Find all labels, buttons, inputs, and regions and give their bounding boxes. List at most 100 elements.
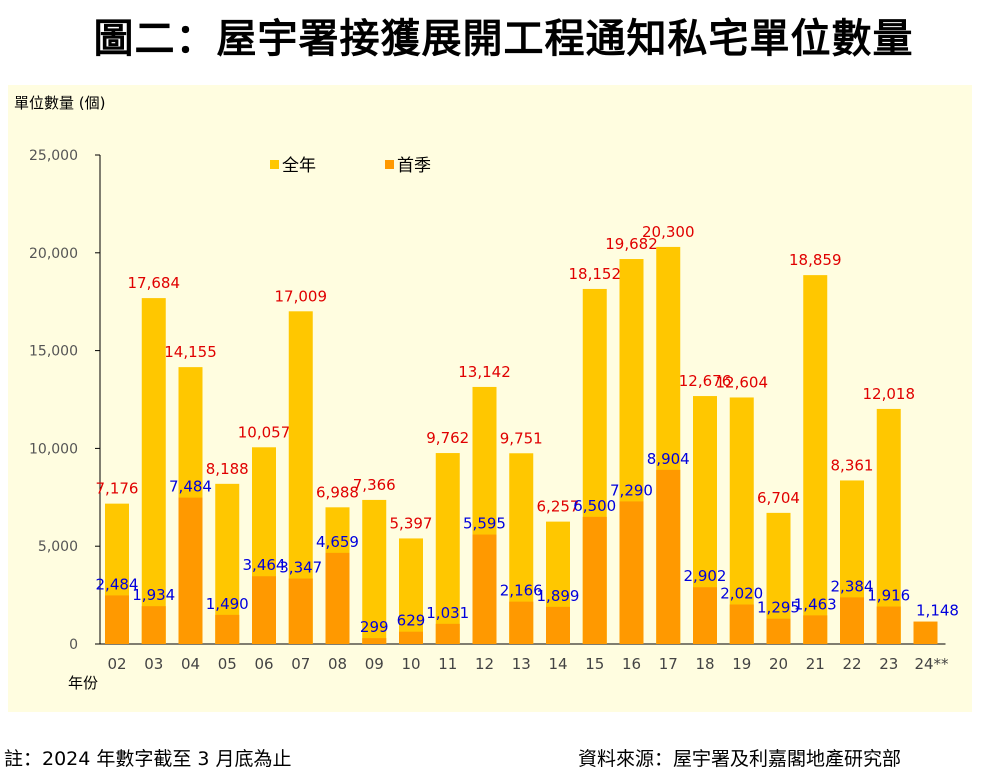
x-tick-label: 04 [181,655,200,673]
bar-full-year [435,453,460,644]
bar-q1 [840,597,864,644]
bar-full-year [141,298,166,644]
data-label-full-year: 19,682 [605,235,658,253]
x-tick-label: 02 [107,655,126,673]
data-label-q1: 2,384 [831,577,874,595]
bar-q1 [693,587,717,644]
bar-q1 [362,638,387,644]
legend-label-full-year: 全年 [282,156,316,176]
data-label-full-year: 6,257 [537,498,580,516]
x-tick-label: 05 [218,655,237,673]
data-label-q1: 7,290 [610,481,653,499]
data-label-full-year: 10,057 [238,423,291,441]
bar-q1 [435,623,460,644]
data-label-q1: 1,463 [794,595,837,613]
x-tick-label: 24** [914,655,949,673]
bar-q1 [913,621,938,644]
bar-q1 [546,606,570,644]
chart-title: 圖二：屋宇署接獲展開工程通知私宅單位數量 [93,16,914,62]
data-label-full-year: 20,300 [642,223,695,241]
data-label-q1: 4,659 [316,533,359,551]
data-label-full-year: 8,361 [831,456,874,474]
data-label-q1: 1,295 [757,599,800,617]
x-tick-label: 11 [438,655,457,673]
data-label-q1: 629 [397,612,426,630]
bar-q1 [252,576,276,644]
bar-q1 [876,606,901,644]
data-label-q1: 2,484 [96,575,139,593]
legend: 全年 首季 [270,156,431,176]
data-label-full-year: 13,142 [458,363,511,381]
bar-q1 [399,631,423,644]
data-label-full-year: 5,397 [390,514,433,532]
bar-q1 [766,618,791,644]
bar-q1 [215,614,240,644]
legend-label-q1: 首季 [397,156,431,176]
data-label-full-year: 8,188 [206,460,249,478]
bar-q1 [325,552,350,644]
bar-q1 [141,606,166,644]
x-tick-label: 10 [401,655,420,673]
x-tick-label: 14 [548,655,567,673]
data-label-q1: 8,904 [647,450,690,468]
x-tick-label: 12 [475,655,494,673]
legend-swatch-q1 [385,160,394,169]
data-label-q1: 1,899 [537,587,580,605]
data-label-full-year: 17,009 [275,287,328,305]
bar-full-year [362,499,387,644]
y-tick-label: 5,000 [38,539,78,555]
data-label-q1: 2,166 [500,582,543,600]
bar-q1 [729,604,754,644]
data-label-q1: 1,148 [916,602,959,620]
bar-q1 [288,578,313,644]
x-tick-label: 15 [585,655,604,673]
data-label-full-year: 9,751 [500,429,543,447]
data-label-q1: 299 [360,618,389,636]
y-tick-label: 0 [69,637,78,653]
x-tick-label: 19 [732,655,751,673]
data-label-q1: 3,347 [279,559,322,577]
data-label-full-year: 12,604 [716,373,769,391]
x-tick-label: 06 [254,655,273,673]
data-label-full-year: 7,366 [353,476,396,494]
data-label-q1: 1,916 [867,587,910,605]
x-tick-label: 16 [622,655,641,673]
data-label-q1: 5,595 [463,515,506,533]
bar-full-year [876,408,901,644]
x-tick-label: 20 [769,655,788,673]
data-label-full-year: 12,018 [863,385,916,403]
x-tick-label: 13 [512,655,531,673]
x-tick-label: 17 [659,655,678,673]
data-label-q1: 1,490 [206,595,249,613]
x-tick-label: 07 [291,655,310,673]
data-label-q1: 2,020 [720,584,763,602]
data-label-q1: 1,934 [132,586,175,604]
bar-full-year [803,275,828,644]
data-label-full-year: 9,762 [426,429,469,447]
data-label-full-year: 18,152 [569,265,622,283]
data-label-full-year: 18,859 [789,251,842,269]
y-tick-label: 15,000 [29,344,78,360]
bar-q1 [803,615,828,644]
bar-q1 [582,516,607,644]
y-tick-label: 20,000 [29,246,78,262]
y-tick-label: 10,000 [29,441,78,457]
x-tick-label: 08 [328,655,347,673]
data-label-full-year: 6,988 [316,483,359,501]
bar-full-year [399,538,423,644]
data-label-q1: 7,484 [169,478,212,496]
y-axis-label: 單位數量 (個) [14,94,105,112]
legend-swatch-full-year [270,160,279,169]
bar-q1 [509,601,534,644]
x-axis-label: 年份 [68,674,98,692]
data-label-q1: 2,902 [684,567,727,585]
data-label-full-year: 17,684 [128,274,181,292]
bar-q1 [619,501,644,644]
bar-full-year [729,397,754,644]
bar-q1 [178,497,203,644]
data-label-full-year: 6,704 [757,489,800,507]
footnote: 註：2024 年數字截至 3 月底為止 [4,748,292,770]
x-tick-label: 22 [842,655,861,673]
x-tick-label: 03 [144,655,163,673]
x-tick-label: 09 [365,655,384,673]
